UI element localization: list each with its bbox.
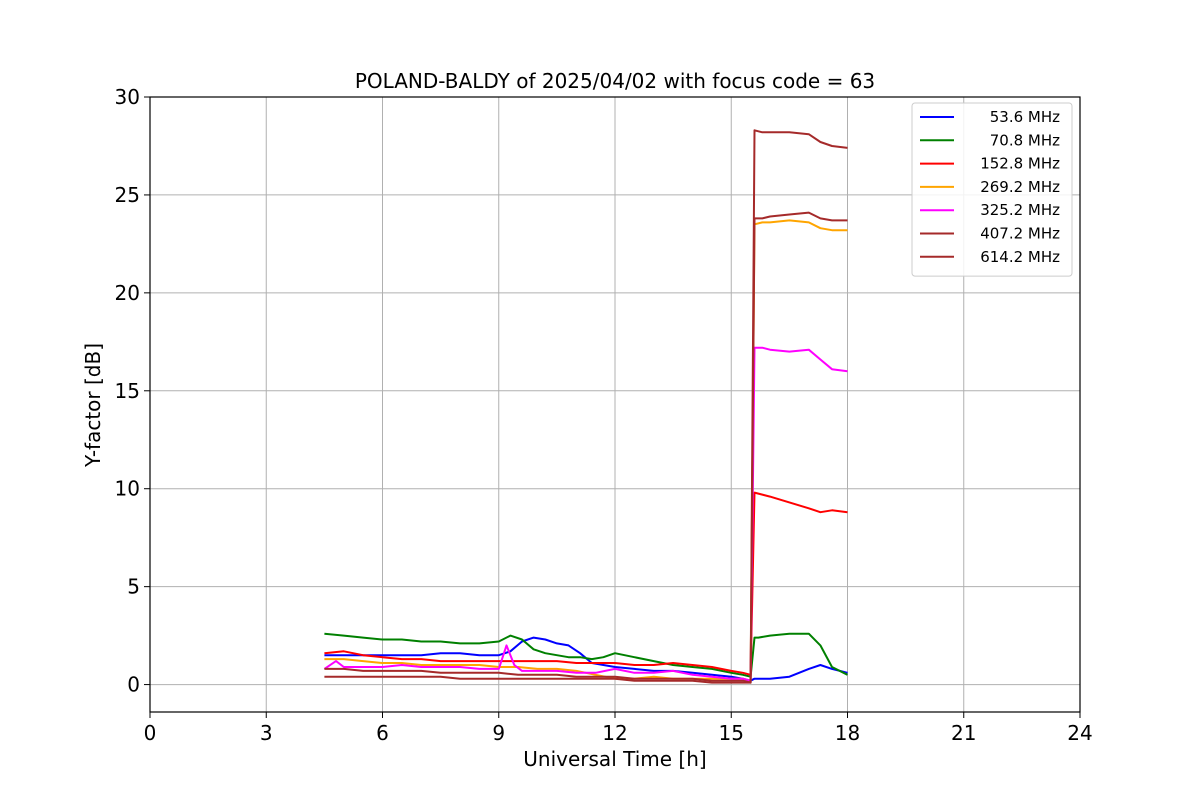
x-axis-title: Universal Time [h]: [523, 747, 706, 771]
x-tick-label: 3: [260, 721, 273, 745]
x-tick-label: 21: [951, 721, 976, 745]
y-tick-label: 25: [115, 183, 140, 207]
x-tick-label: 24: [1067, 721, 1092, 745]
x-tick-label: 9: [492, 721, 505, 745]
x-tick-label: 15: [719, 721, 744, 745]
ticks: 0 3 6 9 12 15 18 21 24 0 5 10 15 20 25 30: [115, 85, 1093, 745]
series-line-325-2-mhz: [323, 346, 848, 682]
legend-label: 152.8 MHz: [980, 155, 1060, 173]
series-layer: [323, 129, 848, 684]
legend-label: 407.2 MHz: [980, 225, 1060, 243]
series-line-614-2-mhz: [324, 129, 848, 684]
grid: [150, 97, 1080, 712]
series-line-407-2-mhz: [324, 211, 848, 684]
y-tick-label: 0: [127, 673, 140, 697]
legend-label: 269.2 MHz: [980, 178, 1060, 196]
legend: 53.6 MHz 70.8 MHz 152.8 MHz 269.2 MHz 325.2 …: [911, 102, 1073, 277]
x-tick-label: 0: [144, 721, 157, 745]
y-tick-label: 20: [115, 281, 140, 305]
x-tick-label: 6: [376, 721, 389, 745]
x-tick-label: 12: [602, 721, 627, 745]
y-tick-label: 10: [115, 477, 140, 501]
legend-label: 70.8 MHz: [990, 131, 1060, 149]
chart-title: POLAND-BALDY of 2025/04/02 with focus co…: [355, 69, 875, 93]
legend-label: 614.2 MHz: [980, 248, 1060, 266]
y-tick-label: 5: [127, 575, 140, 599]
y-axis-title: Y-factor [dB]: [81, 343, 105, 468]
series-line-152-8-mhz: [324, 491, 848, 676]
legend-label: 325.2 MHz: [980, 201, 1060, 219]
y-tick-label: 15: [115, 379, 140, 403]
series-line-70-8-mhz: [324, 632, 848, 678]
legend-label: 53.6 MHz: [990, 108, 1060, 126]
x-tick-label: 18: [835, 721, 860, 745]
y-tick-label: 30: [115, 85, 140, 109]
